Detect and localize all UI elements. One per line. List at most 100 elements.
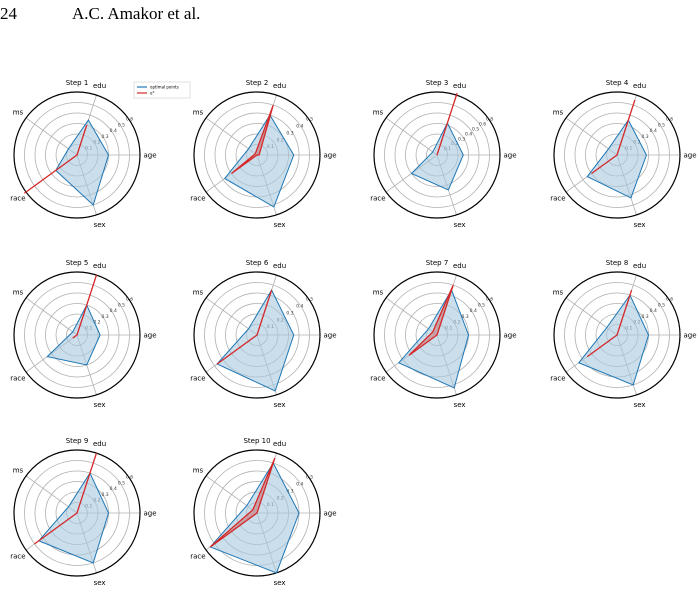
estar-polygon <box>23 124 88 194</box>
axis-label: race <box>370 194 385 202</box>
rtick-label: 0.6 <box>666 117 673 123</box>
legend-box <box>133 81 191 99</box>
estar-polygon <box>231 104 274 175</box>
axis-label: age <box>503 152 516 160</box>
rtick-label: 0.3 <box>642 314 649 320</box>
axis-label: edu <box>273 82 286 90</box>
outer-circle <box>13 449 141 577</box>
estar-polygon <box>209 457 276 548</box>
axis-label: race <box>550 374 565 382</box>
rtick-label: 0.3 <box>102 492 109 498</box>
rtick-label: 0.4 <box>296 482 303 488</box>
axis-label: ms <box>193 109 204 117</box>
page-header: 24 A.C. Amakor et al. <box>0 0 699 40</box>
axis-label: race <box>10 374 25 382</box>
grid-spoke <box>25 297 78 336</box>
axis-label: age <box>323 152 336 160</box>
axis-label: sex <box>94 221 106 229</box>
axis-label: age <box>503 332 516 340</box>
estar-polygon <box>72 274 98 339</box>
axis-label: age <box>323 510 336 518</box>
rtick-label: 0.3 <box>286 488 293 494</box>
panel-title: Step 9 <box>66 437 89 445</box>
optimal-polygon <box>216 289 295 392</box>
running-head: A.C. Amakor et al. <box>72 4 201 23</box>
outer-circle <box>373 91 501 219</box>
rtick-label: 0.4 <box>465 131 472 137</box>
axis-label: sex <box>274 579 286 587</box>
rtick-label: 0.6 <box>666 297 673 303</box>
axis-label: edu <box>453 82 466 90</box>
axis-label: age <box>683 152 696 160</box>
optimal-polygon <box>410 121 464 191</box>
rtick-label: 0.6 <box>126 475 133 481</box>
panel-title: Step 10 <box>243 437 270 445</box>
outer-circle <box>193 271 321 399</box>
outer-circle <box>13 91 141 219</box>
axis-label: edu <box>273 262 286 270</box>
panel-title: Step 2 <box>246 79 269 87</box>
estar-polygon <box>591 99 636 175</box>
axis-label: age <box>323 332 336 340</box>
axis-label: ms <box>13 289 24 297</box>
axis-label: race <box>550 194 565 202</box>
optimal-polygon <box>209 462 300 574</box>
axis-label: age <box>683 332 696 340</box>
estar-polygon <box>408 284 454 356</box>
axis-label: ms <box>373 289 384 297</box>
rtick-label: 0.5 <box>658 302 665 308</box>
axis-label: sex <box>634 401 646 409</box>
axis-label: edu <box>93 440 106 448</box>
rtick-label: 0.3 <box>462 314 469 320</box>
rtick-label: 0.6 <box>486 297 493 303</box>
outer-circle <box>373 271 501 399</box>
axis-label: sex <box>274 401 286 409</box>
optimal-polygon <box>397 288 470 389</box>
axis-label: age <box>143 510 156 518</box>
axis-label: race <box>190 374 205 382</box>
legend-entry: e* <box>150 91 154 96</box>
outer-circle <box>193 91 321 219</box>
rtick-label: 0.5 <box>306 475 313 481</box>
panel-title: Step 3 <box>426 79 449 87</box>
axis-label: race <box>10 552 25 560</box>
axis-label: edu <box>93 82 106 90</box>
outer-circle <box>553 271 681 399</box>
axis-label: ms <box>553 109 564 117</box>
axis-label: ms <box>193 289 204 297</box>
rtick-label: 0.4 <box>110 486 117 492</box>
panel-title: Step 7 <box>426 259 449 267</box>
rtick-label: 0.6 <box>126 117 133 123</box>
axis-label: edu <box>273 440 286 448</box>
rtick-label: 0.4 <box>296 304 303 310</box>
rtick-label: 0.8 <box>486 117 493 123</box>
optimal-polygon <box>55 119 110 206</box>
rtick-label: 0.5 <box>306 117 313 123</box>
rtick-label: 0.3 <box>286 310 293 316</box>
panel-title: Step 6 <box>246 259 269 267</box>
axis-label: ms <box>193 467 204 475</box>
rtick-label: 0.5 <box>118 480 125 486</box>
estar-polygon <box>216 289 273 365</box>
outer-circle <box>193 449 321 577</box>
panel-title: Step 1 <box>66 79 89 87</box>
rtick-label: 0.4 <box>110 308 117 314</box>
axis-label: ms <box>373 109 384 117</box>
panel-title: Step 4 <box>606 79 629 87</box>
axis-label: edu <box>93 262 106 270</box>
optimal-polygon <box>586 119 647 199</box>
panel-title: Step 8 <box>606 259 629 267</box>
rtick-label: 0.5 <box>118 122 125 128</box>
rtick-label: 0.4 <box>296 124 303 130</box>
axis-label: sex <box>454 221 466 229</box>
rtick-label: 0.3 <box>286 130 293 136</box>
axis-label: sex <box>634 221 646 229</box>
axis-label: race <box>190 552 205 560</box>
